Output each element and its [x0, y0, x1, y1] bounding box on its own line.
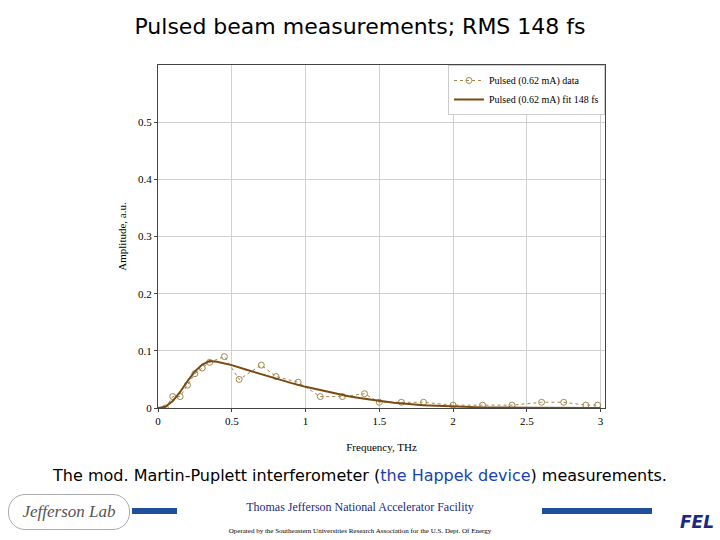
svg-text:Frequency, THz: Frequency, THz [346, 441, 417, 453]
html-text:Thomas Jefferson National Acce: Thomas Jefferson National Accelerator Fa… [246, 500, 474, 514]
html-text:Pulsed beam measurements; RMS: Pulsed beam measurements; RMS 148 fs [134, 14, 586, 39]
html-text:The mod. Martin-Puplett interf: The mod. Martin-Puplett interferometer (… [53, 466, 667, 485]
svg-text:Pulsed (0.62 mA) data: Pulsed (0.62 mA) data [489, 75, 580, 87]
svg-text:0.4: 0.4 [138, 173, 152, 185]
svg-text:1.5: 1.5 [372, 415, 386, 427]
html-text:Jefferson Lab: Jefferson Lab [22, 502, 116, 521]
svg-text:0.5: 0.5 [138, 116, 152, 128]
svg-text:0.5: 0.5 [225, 415, 239, 427]
svg-text:0: 0 [155, 415, 161, 427]
svg-text:1: 1 [303, 415, 309, 427]
svg-text:Amplitude, a.u.: Amplitude, a.u. [116, 202, 128, 271]
svg-text:2: 2 [450, 415, 456, 427]
svg-text:0.2: 0.2 [138, 288, 152, 300]
svg-text:3: 3 [598, 415, 604, 427]
svg-text:0.1: 0.1 [138, 345, 152, 357]
html-text:Operated by the Southeastern U: Operated by the Southeastern Universitie… [228, 527, 492, 535]
svg-text:0.3: 0.3 [138, 230, 152, 242]
svg-text:2.5: 2.5 [520, 415, 534, 427]
html-text:FEL: FEL [679, 512, 714, 532]
svg-text:Pulsed (0.62 mA) fit 148 fs: Pulsed (0.62 mA) fit 148 fs [489, 94, 599, 106]
svg-text:0: 0 [146, 402, 152, 414]
